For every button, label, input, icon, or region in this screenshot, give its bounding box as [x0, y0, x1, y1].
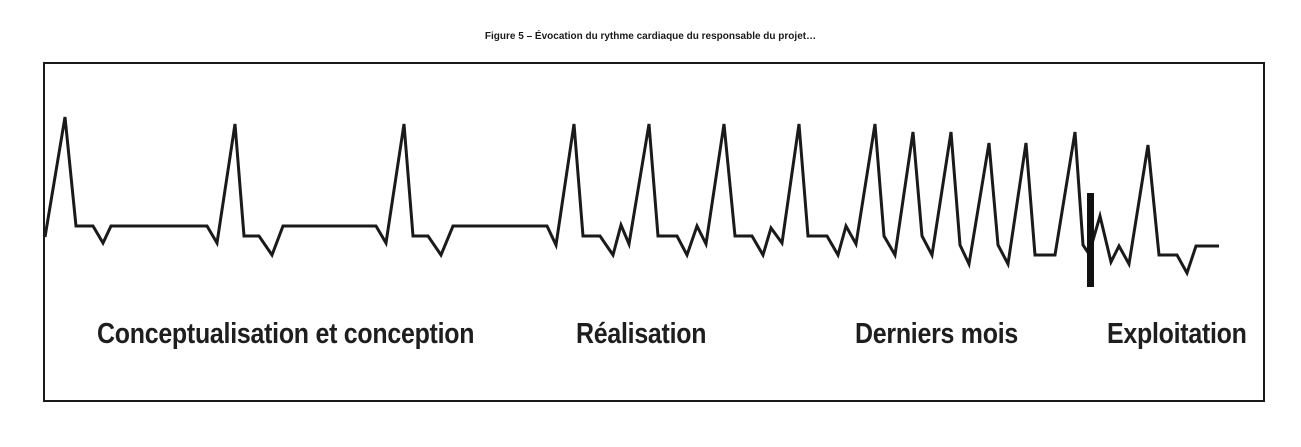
phase-label-realisation: Réalisation	[576, 318, 707, 350]
transition-marker	[1087, 193, 1094, 287]
heartbeat-trace-line	[43, 116, 1219, 277]
phase-label-conception: Conceptualisation et conception	[97, 318, 475, 350]
phase-label-derniers-mois: Derniers mois	[855, 318, 1018, 350]
figure-caption: Figure 5 – Évocation du rythme cardiaque…	[484, 31, 817, 42]
phase-label-exploitation: Exploitation	[1107, 318, 1247, 350]
diagram-frame	[43, 62, 1265, 402]
